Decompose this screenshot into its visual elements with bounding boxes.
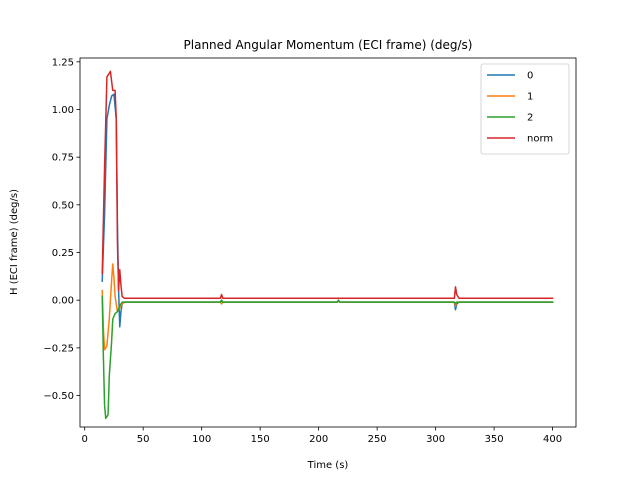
series-line-norm bbox=[101, 70, 554, 300]
y-tick-label: 0.75 bbox=[52, 153, 74, 164]
x-tick-label: 400 bbox=[543, 434, 562, 445]
chart-title: Planned Angular Momentum (ECI frame) (de… bbox=[184, 38, 473, 52]
legend-label-norm: norm bbox=[527, 134, 553, 145]
y-axis-label: H (ECI frame) (deg/s) bbox=[9, 189, 20, 295]
x-tick-label: 50 bbox=[137, 434, 150, 445]
y-axis: −0.50 −0.25 0.00 0.25 0.50 0.75 1.00 1.25 bbox=[43, 57, 80, 402]
x-tick-label: 0 bbox=[81, 434, 87, 445]
series-line-2 bbox=[101, 295, 554, 420]
y-tick-label: 1.25 bbox=[52, 57, 74, 68]
x-axis: 0 50 100 150 200 250 300 350 400 bbox=[81, 427, 562, 445]
legend: 0 1 2 norm bbox=[480, 63, 570, 155]
x-tick-label: 250 bbox=[368, 434, 387, 445]
x-tick-label: 150 bbox=[251, 434, 270, 445]
axes-frame bbox=[79, 57, 577, 428]
y-tick-label: −0.25 bbox=[43, 343, 74, 354]
y-tick-label: 0.50 bbox=[52, 200, 74, 211]
plot-area bbox=[101, 70, 554, 420]
legend-label-1: 1 bbox=[527, 92, 533, 103]
y-tick-label: 0.25 bbox=[52, 248, 74, 259]
legend-label-0: 0 bbox=[527, 71, 533, 82]
x-tick-label: 350 bbox=[485, 434, 504, 445]
legend-label-2: 2 bbox=[527, 113, 533, 124]
y-tick-label: −0.50 bbox=[43, 391, 74, 402]
y-tick-label: 1.00 bbox=[52, 105, 74, 116]
x-tick-label: 100 bbox=[192, 434, 211, 445]
legend-box bbox=[480, 63, 570, 155]
x-tick-label: 300 bbox=[426, 434, 445, 445]
y-tick-label: 0.00 bbox=[52, 296, 74, 307]
x-axis-label: Time (s) bbox=[307, 460, 349, 471]
x-tick-label: 200 bbox=[309, 434, 328, 445]
